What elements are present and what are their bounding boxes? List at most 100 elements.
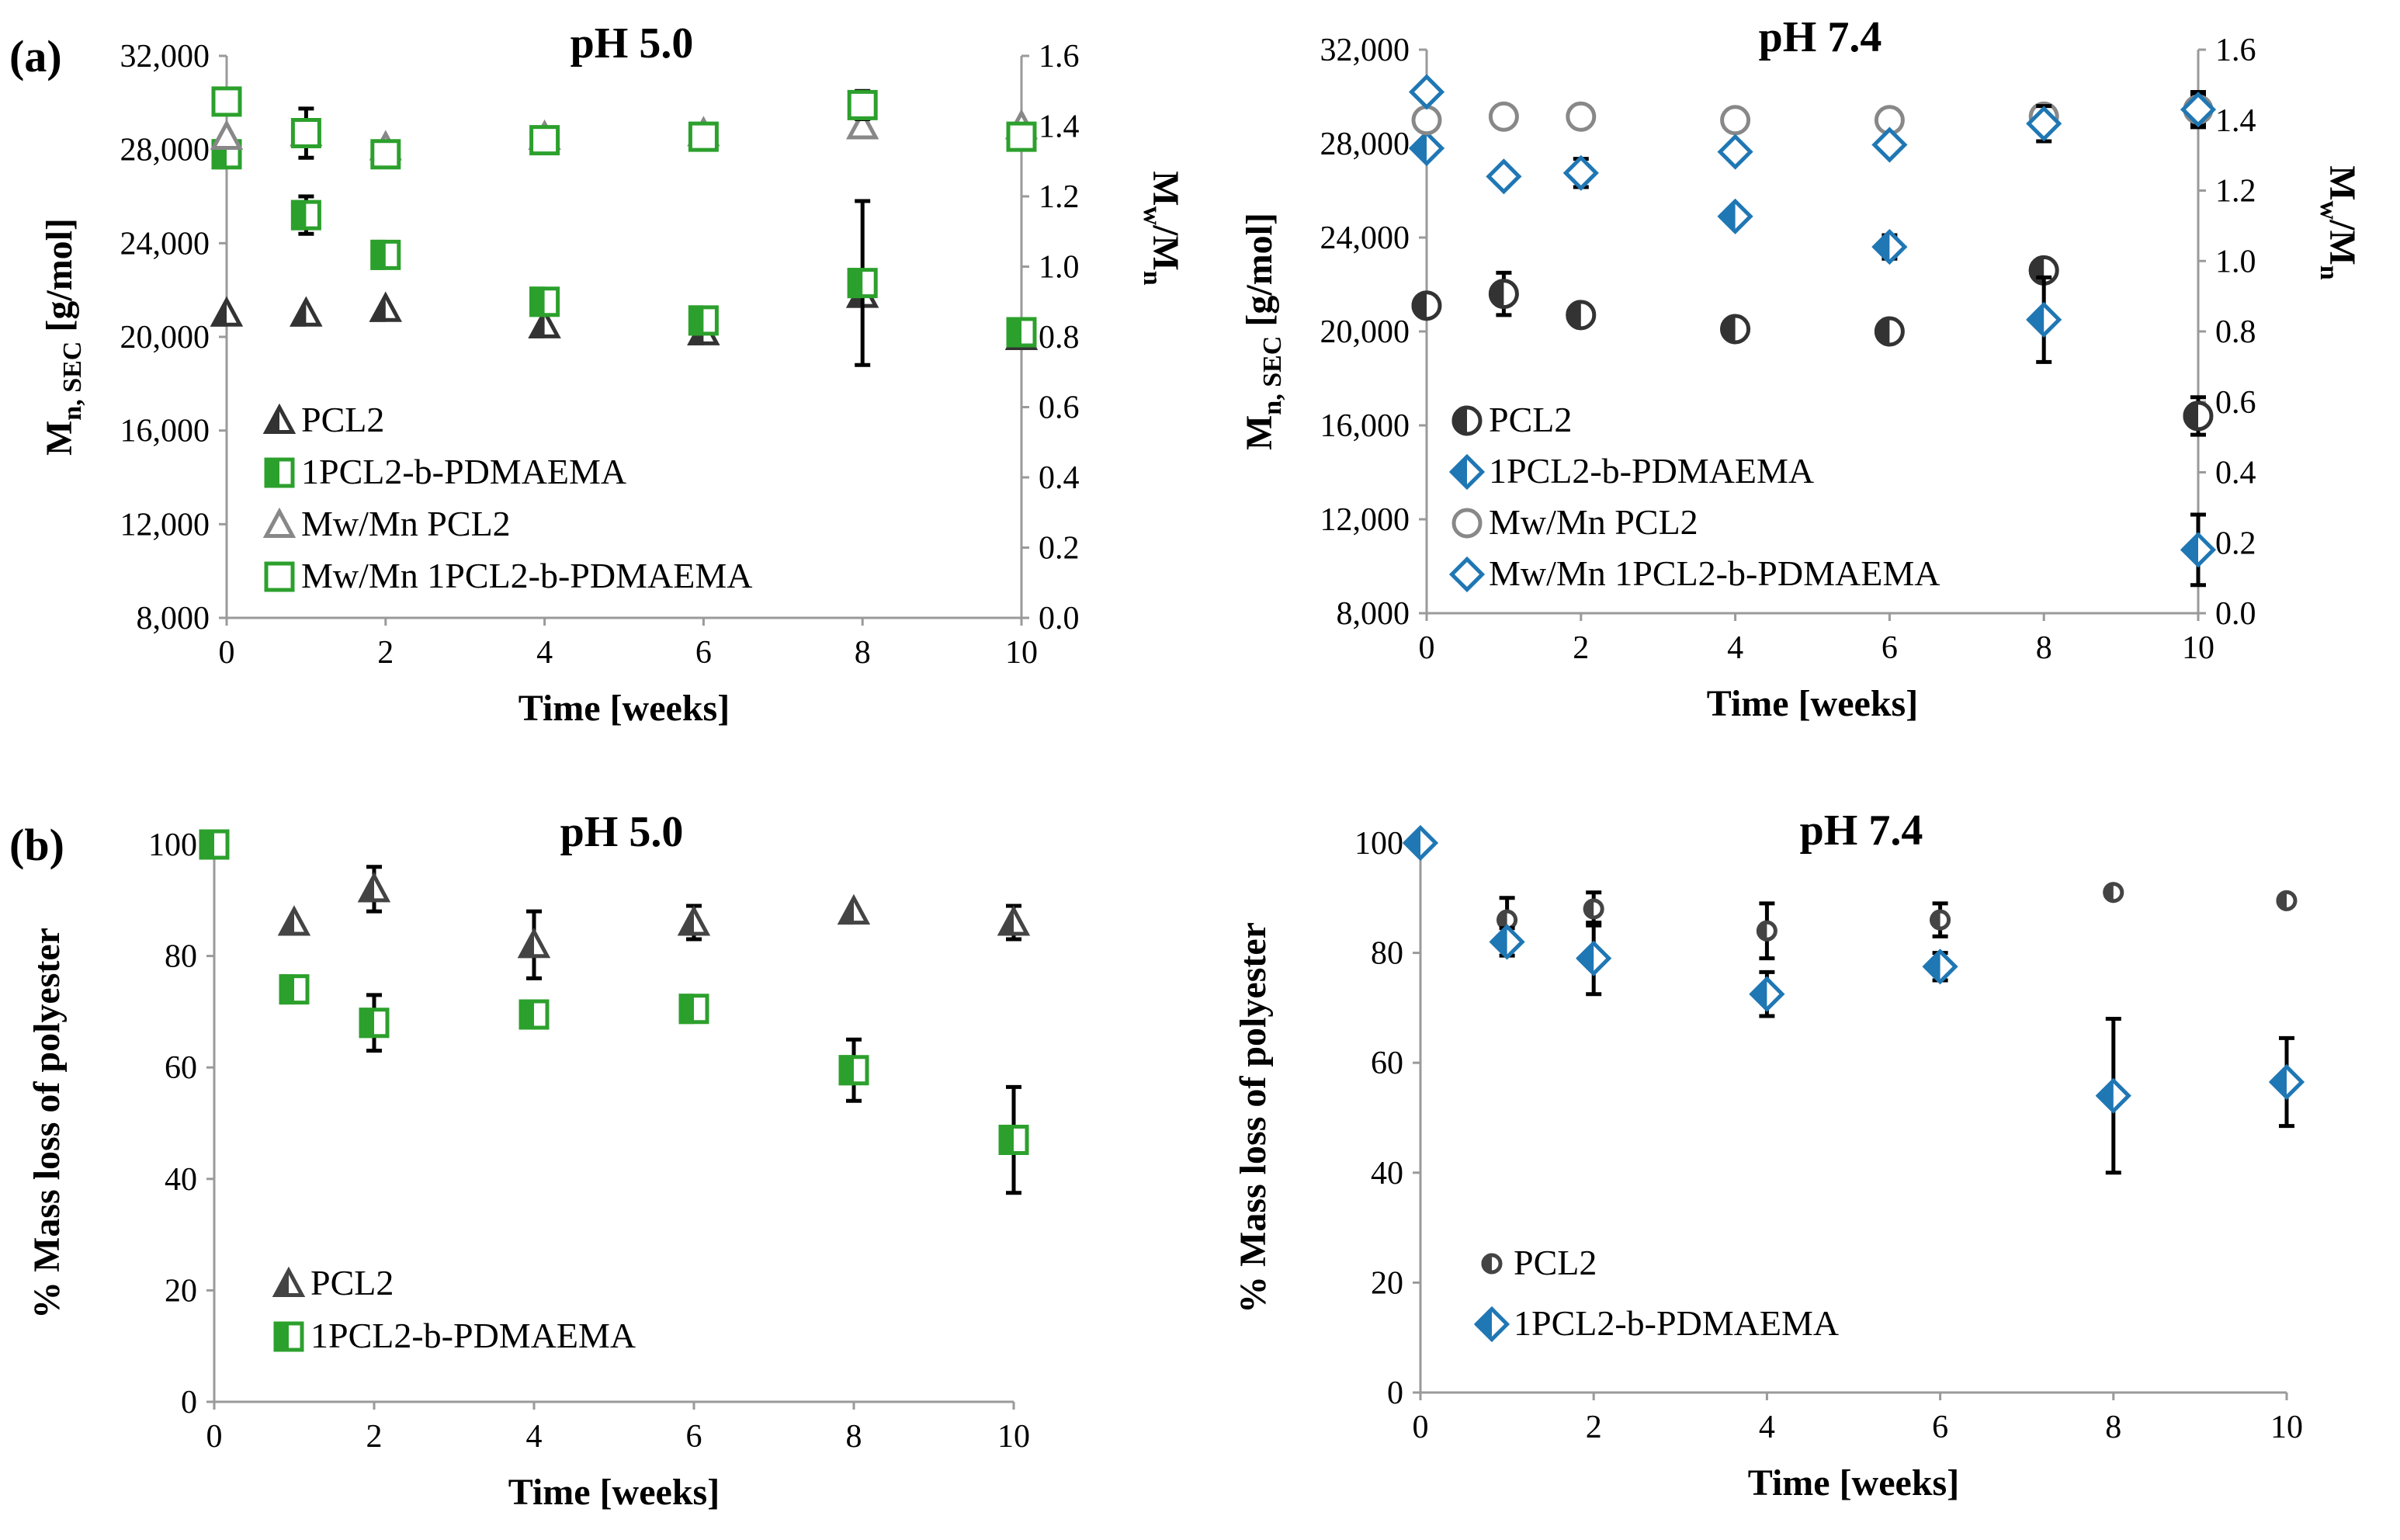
charts-container: 0 2 4 6 8 108,00012,00016,00020,00024,00028,0… [26,13,2363,1513]
legend-label: 1PCL2-b-PDMAEMA [310,1316,636,1355]
x-tick-label: 4 [536,635,553,671]
data-point [1408,74,1445,110]
legend-label: PCL2 [301,400,384,439]
data-point [846,109,879,140]
legend-marker [1448,556,1486,593]
data-point [2183,401,2214,432]
series-1 [277,865,1031,980]
x-tick-label: 6 [686,1419,702,1455]
y-tick-label: 100 [1354,826,1403,862]
series-2 [199,829,1029,1195]
data-point [279,974,310,1005]
y2-tick-label: 1.0 [1039,250,1080,286]
x-tick-label: 0 [219,635,235,671]
data-point [290,199,321,231]
x-tick-label: 10 [2270,1410,2303,1445]
legend-marker [273,1321,304,1352]
series-1 [1497,882,2298,961]
y-tick-label: 0 [181,1385,197,1420]
y-tick-label: 16,000 [120,414,210,449]
x-tick-label: 0 [1413,1410,1429,1445]
x-tick-label: 8 [2105,1410,2121,1445]
data-point [1720,105,1751,136]
legend-marker [1481,1253,1503,1275]
data-point [2180,532,2217,568]
y-tick-label: 20,000 [120,320,210,356]
legend-label: PCL2 [310,1263,394,1302]
data-point [688,121,719,152]
x-tick-label: 2 [366,1419,383,1455]
data-point [290,296,323,327]
y-tick-label: 100 [148,827,197,863]
data-point [2026,106,2062,142]
legend-entry: Mw/Mn PCL2 [1451,502,1698,542]
x-tick-label: 10 [997,1419,1030,1455]
data-point [1583,898,1604,920]
data-point [529,125,560,156]
series-2 [211,139,1037,367]
x-axis-label: Time [weeks] [518,688,730,729]
data-point [1489,924,1525,960]
legend-label: 1PCL2-b-PDMAEMA [1514,1303,1839,1343]
data-point [529,286,560,317]
x-tick-label: 8 [846,1419,862,1455]
y2-tick-label: 1.2 [1039,179,1080,215]
data-point [2103,882,2124,904]
y-axis-label: % Mass loss of polyester [1233,922,1274,1313]
y-tick-label: 24,000 [120,226,210,262]
y-axis-label: Mn, SEC [g/mol] [39,218,87,456]
data-point [2268,1063,2305,1101]
legend-marker [272,1266,306,1297]
x-axis-label: Time [weeks] [1707,683,1918,724]
data-point [678,994,709,1025]
data-point [1922,949,1958,985]
legend-marker [264,457,295,488]
y2-tick-label: 0.2 [2215,525,2256,561]
data-point [1006,317,1037,348]
chart-2: 0 2 4 6 8 10 8,000 12,000 16,000 20,000 24,000 28,0… [1239,13,2363,724]
data-point [1411,290,1442,321]
y-axis-label: Mn, SEC [g/mol] [1239,213,1287,450]
data-point [1874,316,1905,347]
data-point [2276,890,2298,911]
y2-tick-label: 1.6 [2215,33,2256,68]
x-tick-label: 6 [1882,630,1898,666]
data-point [998,1125,1029,1156]
y-tick-label: 28,000 [1320,127,1410,162]
y-tick-label: 20 [1371,1265,1403,1301]
data-point [357,872,391,903]
x-tick-label: 8 [2036,630,2052,666]
legend-entry: 1PCL2-b-PDMAEMA [264,452,626,491]
legend-entry: PCL2 [262,400,384,439]
data-point [1720,314,1751,345]
data-point [370,239,401,270]
x-tick-label: 4 [526,1419,543,1455]
legend-label: PCL2 [1489,400,1572,439]
y-tick-label: 60 [165,1050,197,1086]
y2-tick-label: 1.2 [2215,174,2256,210]
y-tick-label: 8,000 [1337,596,1410,632]
data-point [277,905,311,936]
data-point [1488,279,1519,310]
y-tick-label: 80 [165,939,197,975]
data-point [290,118,321,149]
data-point [1408,130,1445,167]
legend-marker [1448,453,1486,491]
data-point [2180,92,2217,128]
y2-tick-label: 0.6 [1039,390,1080,426]
data-point [1576,940,1612,976]
data-point [847,268,878,299]
legend-marker [1473,1306,1510,1343]
y2-tick-label: 0.6 [2215,385,2256,421]
y-tick-label: 28,000 [120,133,210,168]
y2-tick-label: 0.2 [1039,531,1080,567]
legend-entry: Mw/Mn 1PCL2-b-PDMAEMA [1448,553,1940,593]
x-tick-label: 10 [1005,635,1038,671]
y-tick-label: 80 [1371,936,1403,972]
y-tick-label: 32,000 [120,39,210,75]
data-point [2095,1077,2131,1114]
x-tick-label: 6 [695,635,712,671]
x-tick-label: 6 [1932,1410,1948,1445]
y-axis-label: % Mass loss of polyester [26,928,68,1319]
